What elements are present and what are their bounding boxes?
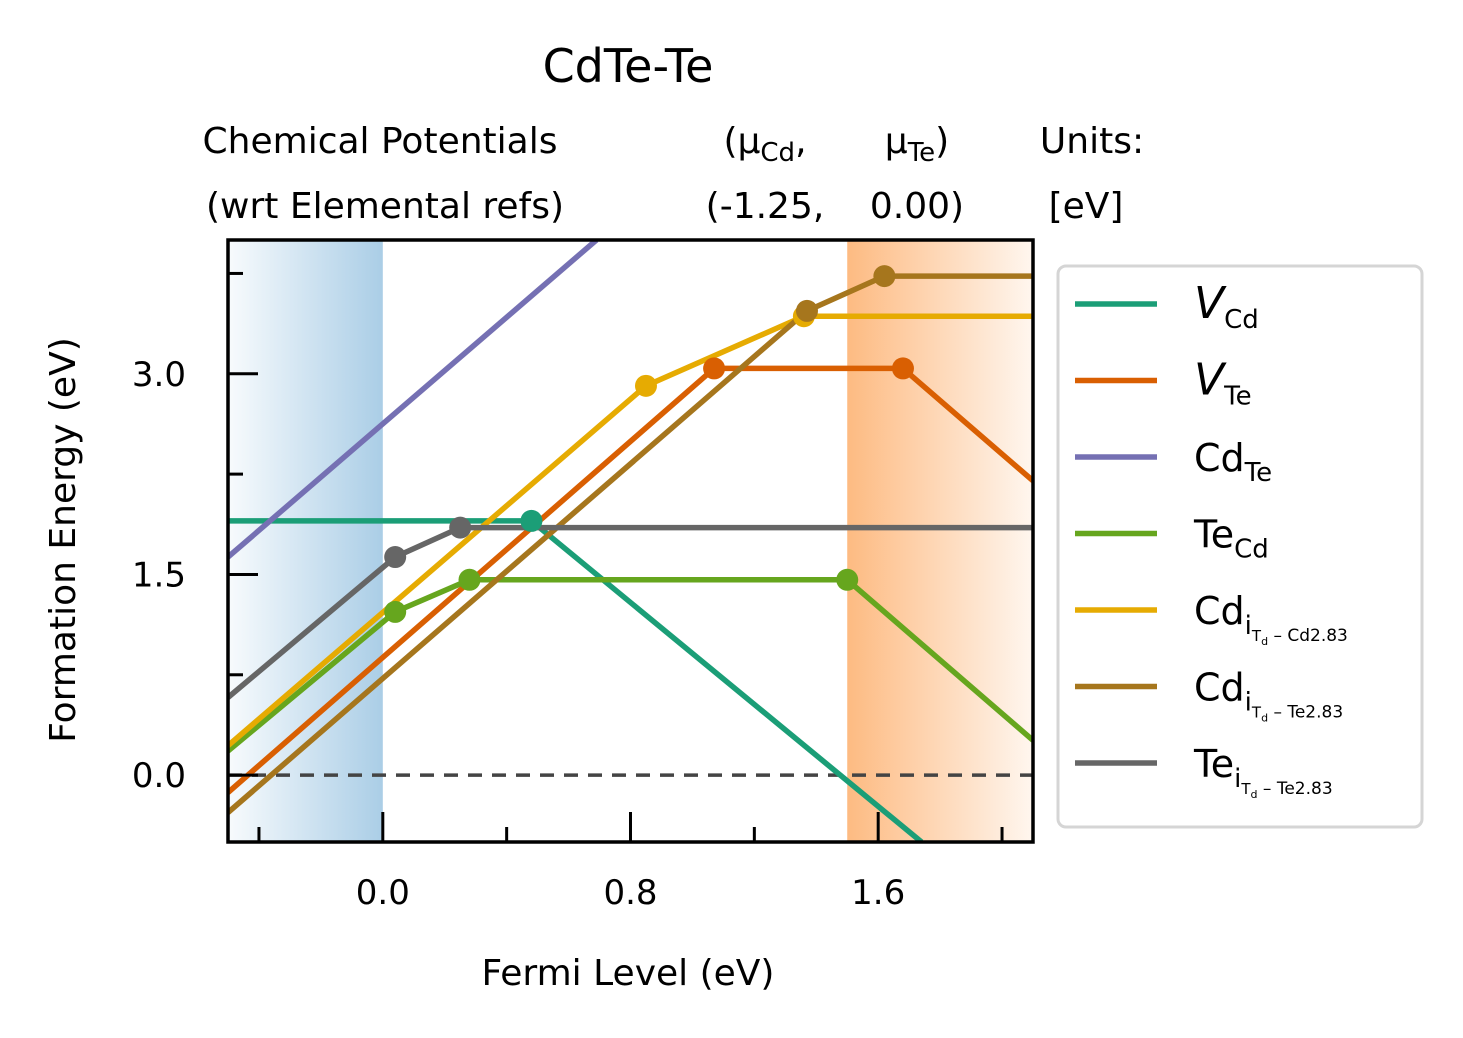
header-mu-cd-main: (μ [723,121,760,162]
header-units-value: [eV] [1049,186,1124,227]
axis-ticks: 0.0 0.8 1.6 0.0 1.5 3.0 [132,271,1004,913]
series-4-marker-0 [634,374,657,397]
legend-label-subsub: T [1251,704,1262,722]
header-mu-te-value: 0.00) [870,186,964,227]
legend-label-main: Te [1193,513,1234,557]
y-tick-label-1: 1.5 [132,555,186,595]
series-markers [384,265,914,623]
header-mu-cd: (μCd, [723,121,806,168]
shaded-region-0 [228,240,383,842]
series-line-2 [228,240,599,560]
legend-label-3: TeCd [1193,513,1269,565]
chart-title: CdTe-Te [543,39,714,93]
legend-label-main: V [1194,278,1227,329]
legend-label-tail: – Te2.83 [1268,703,1343,723]
legend-label-subsubsub: d [1251,788,1258,801]
header-mu-te: μTe) [885,121,949,168]
series-line-6 [228,524,1033,700]
legend-label-1: VTe [1194,355,1252,412]
legend-label-0: VCd [1194,278,1259,335]
header-mu-te-sub: Te [907,138,935,168]
header-units: Units: [1040,121,1144,162]
series-3-marker-2 [836,568,859,591]
legend-label-main: Te [1193,742,1234,786]
x-tick-label-0: 0.0 [356,873,410,913]
header-wrt-elemental-refs: (wrt Elemental refs) [206,186,564,227]
header-mu-cd-comma: , [795,121,806,162]
x-tick-label-2: 1.6 [851,873,905,913]
header-mu-cd-sub: Cd [760,138,795,168]
legend-label-sub: i [1245,688,1252,718]
legend-label-subsubsub: d [1261,635,1268,648]
header-mu-te-paren: ) [935,121,949,162]
header-mu-cd-value: (-1.25, [706,186,825,227]
series-3-marker-1 [458,568,481,591]
y-tick-label-0: 0.0 [132,756,186,796]
legend-label-tail: – Te2.83 [1258,779,1333,799]
legend-label-main: Cd [1194,589,1245,633]
y-axis-label: Formation Energy (eV) [43,337,84,743]
x-tick-label-1: 0.8 [603,873,657,913]
legend-label-main: Cd [1194,666,1245,710]
legend-label-subsubsub: d [1261,712,1268,725]
legend-label-sub: i [1245,611,1252,641]
legend-label-main: V [1194,355,1227,406]
series-line-4 [228,313,1033,748]
series-0-marker-0 [520,509,543,532]
series-5-marker-0 [795,299,818,322]
series-line-5 [228,273,1033,815]
shaded-region-1 [847,240,1033,842]
series-6-marker-1 [449,516,472,539]
header-mu-te-main: μ [885,121,908,162]
series-6-marker-0 [384,546,407,569]
legend-label-sub: Te [1244,458,1272,488]
legend-label-tail: – Cd2.83 [1268,626,1348,646]
y-tick-label-2: 3.0 [132,355,186,395]
legend-label-4: CdiTd – Cd2.83 [1194,589,1348,648]
x-axis-label: Fermi Level (eV) [482,953,775,994]
legend-label-sub: Te [1223,382,1251,412]
header-chemical-potentials: Chemical Potentials [203,121,558,162]
legend-label-subsub: T [1240,780,1251,798]
series-5-marker-1 [873,265,896,288]
legend-label-sub: Cd [1234,535,1269,565]
series-1-marker-1 [891,357,914,380]
legend-label-subsub: T [1251,627,1262,645]
series-3-marker-0 [384,600,407,623]
legend-label-6: TeiTd – Te2.83 [1193,742,1333,801]
shaded-regions [228,240,1033,842]
series-1-marker-0 [703,357,726,380]
legend-label-sub: Cd [1224,305,1259,335]
legend-label-2: CdTe [1194,436,1272,488]
legend-label-sub: i [1234,764,1241,794]
legend-label-main: Cd [1194,436,1245,480]
legend-label-5: CdiTd – Te2.83 [1194,666,1343,725]
